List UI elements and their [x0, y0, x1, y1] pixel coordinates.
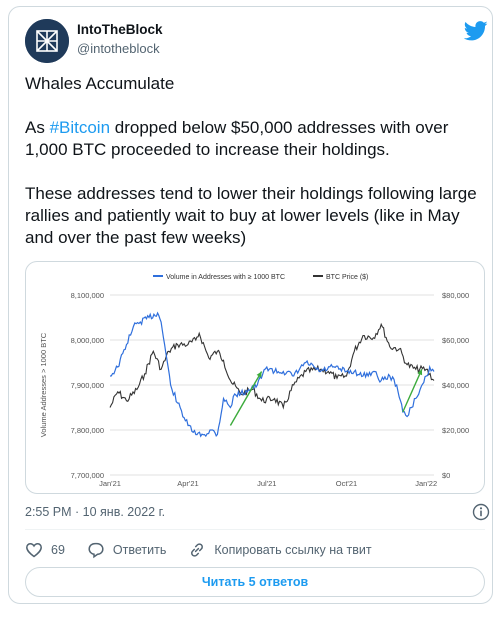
x-tick-label: Jan'22 — [415, 479, 437, 488]
copy-link-button[interactable]: Копировать ссылку на твит — [188, 541, 372, 559]
tweet-text: Whales Accumulate As #Bitcoin dropped be… — [25, 73, 483, 249]
annotation-arrowhead — [256, 371, 262, 378]
heart-icon — [26, 543, 42, 558]
btc-price-line — [109, 322, 435, 410]
legend-label: Volume in Addresses with ≥ 1000 BTC — [166, 274, 285, 281]
like-button[interactable]: 69 — [25, 541, 65, 559]
tweet-heading: Whales Accumulate — [25, 74, 175, 93]
annotation-arrowhead — [417, 369, 423, 376]
tweet-paragraph: As #Bitcoin dropped below $50,000 addres… — [25, 117, 483, 161]
copy-link-label: Копировать ссылку на твит — [214, 543, 372, 557]
annotation-arrow — [402, 368, 423, 413]
author-handle[interactable]: @intotheblock — [77, 41, 160, 56]
left-tick-label: 8,000,000 — [71, 336, 104, 345]
right-tick-label: $20,000 — [442, 426, 469, 435]
intotheblock-logo[interactable] — [25, 19, 69, 63]
info-icon[interactable] — [472, 503, 490, 521]
x-tick-label: Oct'21 — [336, 479, 357, 488]
annotation-arrow — [229, 371, 263, 426]
divider — [25, 529, 485, 530]
legend-label: BTC Price ($) — [326, 274, 368, 281]
left-tick-label: 8,100,000 — [71, 291, 104, 300]
tweet-paragraph: These addresses tend to lower their hold… — [25, 184, 477, 247]
author-name[interactable]: IntoTheBlock — [77, 22, 163, 37]
twitter-bird-icon[interactable] — [463, 21, 488, 41]
read-replies-button[interactable]: Читать 5 ответов — [25, 567, 485, 597]
link-icon — [191, 543, 204, 557]
whale-volume-chart: 8,100,000 $80,000 8,000,000 $60,000 7,900,00… — [39, 274, 469, 488]
whale-volume-line — [109, 311, 435, 438]
left-tick-label: 7,700,000 — [71, 471, 104, 480]
right-tick-label: $60,000 — [442, 336, 469, 345]
reply-label: Ответить — [112, 543, 167, 557]
right-tick-label: $80,000 — [442, 291, 469, 300]
tweet-actions: 69 Ответить Копировать ссылку на твит — [25, 537, 394, 563]
like-count: 69 — [51, 543, 65, 557]
left-tick-label: 7,900,000 — [71, 381, 104, 390]
x-tick-label: Apr'21 — [177, 479, 198, 488]
left-tick-label: 7,800,000 — [71, 426, 104, 435]
tweet-timestamp[interactable]: 2:55 PM · 10 янв. 2022 г. — [25, 505, 166, 519]
tweet-text-span: As — [25, 118, 50, 137]
right-tick-label: $40,000 — [442, 381, 469, 390]
reply-button[interactable]: Ответить — [87, 541, 166, 559]
reply-icon — [88, 542, 104, 559]
y-axis-label: Volume Addresses > 1000 BTC — [39, 332, 48, 437]
bitcoin-hashtag-link[interactable]: #Bitcoin — [49, 118, 111, 137]
tweet-card: IntoTheBlock @intotheblock Whales Accumu… — [8, 6, 493, 604]
right-tick-label: $0 — [442, 471, 450, 480]
chart-image[interactable]: 8,100,000 $80,000 8,000,000 $60,000 7,900,00… — [25, 261, 485, 494]
x-tick-label: Jul'21 — [257, 479, 276, 488]
tweet-text-span: dropped below $50,000 addresses with ove… — [25, 118, 449, 159]
x-tick-label: Jan'21 — [99, 479, 121, 488]
